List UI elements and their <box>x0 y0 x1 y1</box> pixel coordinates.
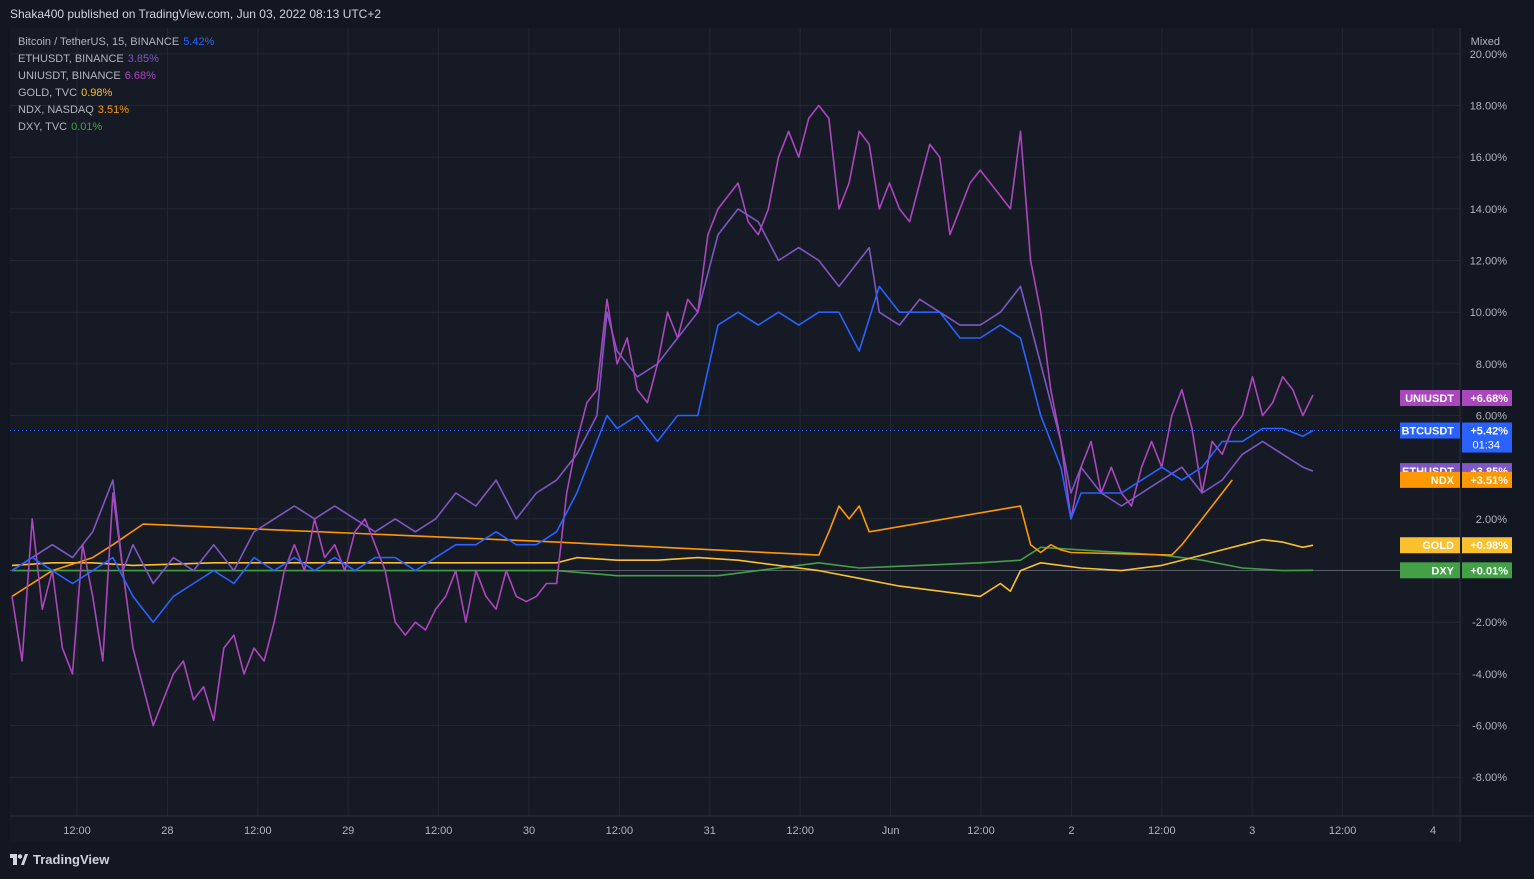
price-tag-name-text: BTCUSDT <box>1401 426 1454 438</box>
y-tick-label: 14.00% <box>1470 204 1508 216</box>
x-tick-label: 12:00 <box>244 825 272 837</box>
brand-name: TradingView <box>33 852 110 867</box>
y-tick-label: 18.00% <box>1470 101 1508 113</box>
y-tick-label: 8.00% <box>1476 359 1507 371</box>
legend-row-ethusdt[interactable]: ETHUSDT, BINANCE 3.85% <box>18 51 214 68</box>
legend-name: GOLD, TVC <box>18 87 78 99</box>
series-line-ethusdt <box>11 208 1314 585</box>
x-tick-label: 12:00 <box>63 825 91 837</box>
y-tick-label: -8.00% <box>1472 772 1507 784</box>
price-tag-value-uniusdt <box>1462 389 1512 406</box>
x-tick-label: 12:00 <box>786 825 814 837</box>
y-tick-label: 20.00% <box>1470 49 1508 61</box>
tradingview-logo-icon <box>10 854 28 865</box>
legend-name: Bitcoin / TetherUS, 15, BINANCE <box>18 36 180 48</box>
legend-value: 0.01% <box>71 121 103 133</box>
legend-row-btcusdt[interactable]: Bitcoin / TetherUS, 15, BINANCE 5.42% <box>18 34 214 51</box>
legend-row-gold[interactable]: GOLD, TVC 0.98% <box>18 85 214 102</box>
x-tick-label: 12:00 <box>425 825 453 837</box>
publisher-text: Shaka400 published on TradingView.com, J… <box>10 7 382 21</box>
y-tick-label: -6.00% <box>1472 721 1507 733</box>
y-tick-label: 12.00% <box>1470 256 1508 268</box>
x-tick-label: 12:00 <box>1329 825 1357 837</box>
legend-row-uniusdt[interactable]: UNIUSDT, BINANCE 6.68% <box>18 68 214 85</box>
y-tick-label: 6.00% <box>1476 411 1507 423</box>
publisher-bar: Shaka400 published on TradingView.com, J… <box>0 0 1534 28</box>
x-tick-label: 31 <box>704 825 716 837</box>
series-line-ndx <box>11 479 1233 598</box>
price-tag-name-uniusdt <box>1400 389 1460 406</box>
x-tick-label: Jun <box>882 825 900 837</box>
x-tick-label: 28 <box>161 825 173 837</box>
price-tag-name-text: NDX <box>1431 475 1455 487</box>
y-tick-label: -4.00% <box>1472 669 1507 681</box>
price-tag-value-ndx <box>1462 471 1512 488</box>
legend-name: DXY, TVC <box>18 121 68 133</box>
x-tick-label: 12:00 <box>1148 825 1176 837</box>
scale-mode-label: Mixed <box>1471 36 1500 48</box>
x-tick-label: 4 <box>1430 825 1436 837</box>
series-line-btcusdt <box>11 285 1314 623</box>
series-line-uniusdt <box>11 104 1314 727</box>
price-tag-name-btcusdt <box>1400 422 1460 439</box>
x-tick-label: 3 <box>1249 825 1255 837</box>
price-tag-value-text: +5.42% <box>1470 426 1508 438</box>
x-tick-label: 29 <box>342 825 354 837</box>
chart-area[interactable] <box>10 28 1462 842</box>
price-tag-name-dxy <box>1400 562 1460 579</box>
x-tick-label: 12:00 <box>967 825 995 837</box>
y-tick-label: 10.00% <box>1470 307 1508 319</box>
price-tag-value-text: +6.68% <box>1470 393 1508 405</box>
x-tick-label: 12:00 <box>606 825 634 837</box>
legend-value: 0.98% <box>81 87 113 99</box>
price-tag-name-text: GOLD <box>1422 540 1454 552</box>
y-tick-label: 16.00% <box>1470 152 1508 164</box>
legend-name: ETHUSDT, BINANCE <box>18 53 124 65</box>
legend-value: 3.51% <box>97 104 129 116</box>
y-tick-label: -2.00% <box>1472 617 1507 629</box>
y-tick-label: 2.00% <box>1476 514 1507 526</box>
price-tag-name-text: DXY <box>1431 565 1454 577</box>
legend-row-ndx[interactable]: NDX, NASDAQ 3.51% <box>18 102 214 119</box>
footer-bar <box>0 846 1534 879</box>
price-tag-value-text: +0.01% <box>1470 565 1508 577</box>
price-tag-name-ndx <box>1400 471 1460 488</box>
legend-value: 3.85% <box>127 53 159 65</box>
x-tick-label: 30 <box>523 825 535 837</box>
price-tag-value-dxy <box>1462 562 1512 579</box>
legend-name: NDX, NASDAQ <box>18 104 94 116</box>
chart-legend: Bitcoin / TetherUS, 15, BINANCE 5.42% ETH… <box>18 34 214 136</box>
price-chart[interactable]: 20.00% 18.00% 16.00% 14.00% 12.00% 10.00% 8.00… <box>0 0 1534 846</box>
legend-value: 5.42% <box>183 36 215 48</box>
series-line-gold <box>11 538 1314 598</box>
tradingview-logo[interactable]: TradingView <box>10 852 109 867</box>
legend-name: UNIUSDT, BINANCE <box>18 70 121 82</box>
price-tag-name-gold <box>1400 537 1460 554</box>
legend-row-dxy[interactable]: DXY, TVC 0.01% <box>18 119 214 136</box>
price-tag-value-gold <box>1462 537 1512 554</box>
price-tag-value-text: +3.51% <box>1470 475 1508 487</box>
x-tick-label: 2 <box>1068 825 1074 837</box>
legend-value: 6.68% <box>124 70 156 82</box>
price-tag-name-text: UNIUSDT <box>1405 393 1454 405</box>
price-tag-countdown-text: 01:34 <box>1472 440 1500 452</box>
series-line-dxy <box>12 546 1314 577</box>
price-tag-value-text: +0.98% <box>1470 540 1508 552</box>
price-tag-value-btcusdt <box>1462 422 1512 453</box>
